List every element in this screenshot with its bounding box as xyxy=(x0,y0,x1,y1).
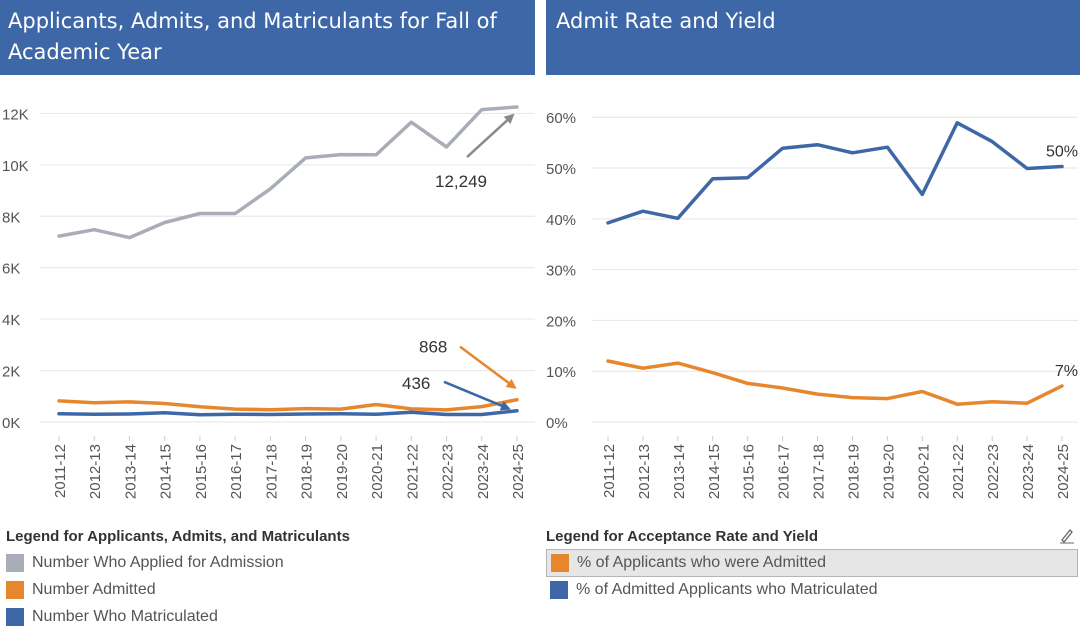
x-tick-label: 2017-18 xyxy=(263,444,280,499)
right-chart-title: Admit Rate and Yield xyxy=(546,0,1080,75)
pencil-signature-icon[interactable] xyxy=(1058,526,1076,544)
x-tick-label: 2022-23 xyxy=(440,444,457,499)
charts-area: 0K 2K 4K 6K 8K 10K 12K 2011-12 2012-13 2013-14 201… xyxy=(2,105,1078,499)
x-tick-label: 2021-22 xyxy=(950,444,967,499)
right-line-chart: 0% 10% 20% 30% 40% 50% 60% 2011-12 2012-13 2013-1… xyxy=(546,110,1078,499)
y-tick-label: 60% xyxy=(546,110,576,127)
end-label-1: 7% xyxy=(1055,363,1078,380)
y-tick-label: 4K xyxy=(2,312,20,329)
legend-swatch-yield xyxy=(550,581,568,599)
legend-label-admit-rate: % of Applicants who were Admitted xyxy=(577,554,827,571)
series-line-of-admitted-applicants-who-matriculated xyxy=(606,121,1064,225)
right-legend-title: Legend for Acceptance Rate and Yield xyxy=(546,528,819,545)
x-tick-label: 2014-15 xyxy=(158,444,175,499)
series-line-number-admitted xyxy=(57,397,519,412)
x-tick-label: 2021-22 xyxy=(404,444,421,499)
series-line-number-who-applied-for-admission xyxy=(57,105,519,240)
y-tick-label: 10% xyxy=(546,364,576,381)
x-tick-label: 2017-18 xyxy=(811,444,828,499)
series-line-of-applicants-who-were-admitted xyxy=(606,359,1064,406)
legend-label-yield: % of Admitted Applicants who Matriculate… xyxy=(576,581,878,598)
y-tick-label: 10K xyxy=(2,158,29,175)
legend-item-yield[interactable]: % of Admitted Applicants who Matriculate… xyxy=(550,578,878,602)
end-label-0: 50% xyxy=(1046,144,1078,161)
legend-label-applied: Number Who Applied for Admission xyxy=(32,554,284,571)
y-tick-label: 12K xyxy=(2,106,29,123)
x-tick-label: 2019-20 xyxy=(334,444,351,499)
x-tick-label: 2024-25 xyxy=(510,444,527,499)
x-tick-label: 2020-21 xyxy=(369,444,386,499)
x-tick-label: 2013-14 xyxy=(671,444,688,499)
x-tick-label: 2013-14 xyxy=(122,444,139,499)
y-tick-label: 40% xyxy=(546,212,576,229)
x-tick-label: 2019-20 xyxy=(880,444,897,499)
legend-label-admitted: Number Admitted xyxy=(32,581,156,598)
series-line-number-who-matriculated xyxy=(57,409,519,417)
y-tick-label: 50% xyxy=(546,161,576,178)
x-tick-label: 2014-15 xyxy=(706,444,723,499)
legend-item-applied[interactable]: Number Who Applied for Admission xyxy=(6,551,284,575)
y-tick-label: 6K xyxy=(2,261,20,278)
annotation-label-matriculated: 436 xyxy=(402,374,430,393)
y-tick-label: 2K xyxy=(2,364,20,381)
x-tick-label: 2015-16 xyxy=(193,444,210,499)
x-tick-label: 2018-19 xyxy=(845,444,862,499)
legend-label-matriculated: Number Who Matriculated xyxy=(32,608,218,625)
legend-swatch-admitted xyxy=(6,581,24,599)
y-tick-label: 20% xyxy=(546,313,576,330)
annotation-arrow-admitted xyxy=(459,345,517,389)
x-tick-label: 2018-19 xyxy=(299,444,316,499)
y-tick-label: 0K xyxy=(2,415,20,432)
annotation-arrow-matriculated xyxy=(443,380,511,411)
x-tick-label: 2012-13 xyxy=(636,444,653,499)
x-tick-label: 2011-12 xyxy=(601,444,618,498)
y-tick-label: 0% xyxy=(546,415,568,432)
legend-item-admitted[interactable]: Number Admitted xyxy=(6,578,156,602)
x-tick-label: 2020-21 xyxy=(915,444,932,499)
x-tick-label: 2011-12 xyxy=(52,444,69,498)
legend-item-admit-rate[interactable]: % of Applicants who were Admitted xyxy=(546,549,1078,577)
legend-item-matriculated[interactable]: Number Who Matriculated xyxy=(6,605,218,629)
left-legend-title: Legend for Applicants, Admits, and Matri… xyxy=(6,528,350,545)
x-tick-label: 2023-24 xyxy=(1020,444,1037,499)
y-tick-label: 8K xyxy=(2,209,20,226)
x-tick-label: 2016-17 xyxy=(228,444,245,499)
annotation-arrow-applied xyxy=(466,113,515,158)
legend-swatch-admit-rate xyxy=(551,554,569,572)
legend-swatch-matriculated xyxy=(6,608,24,626)
x-tick-label: 2024-25 xyxy=(1055,444,1072,499)
left-line-chart: 0K 2K 4K 6K 8K 10K 12K 2011-12 2012-13 2013-14 201… xyxy=(2,105,535,499)
x-tick-label: 2016-17 xyxy=(776,444,793,499)
x-tick-label: 2022-23 xyxy=(985,444,1002,499)
y-tick-label: 30% xyxy=(546,263,576,280)
annotation-label-applied: 12,249 xyxy=(435,172,487,191)
x-tick-label: 2023-24 xyxy=(475,444,492,499)
legend-swatch-applied xyxy=(6,554,24,572)
annotation-label-admitted: 868 xyxy=(419,338,447,357)
left-chart-title: Applicants, Admits, and Matriculants for… xyxy=(0,0,535,75)
x-tick-label: 2015-16 xyxy=(741,444,758,499)
x-tick-label: 2012-13 xyxy=(87,444,104,499)
